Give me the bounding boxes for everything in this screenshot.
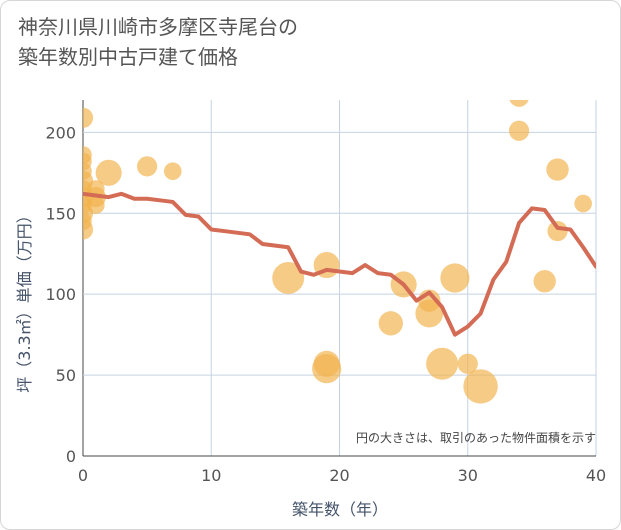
bubble-point <box>574 194 592 213</box>
bubble-point <box>457 353 478 374</box>
bubble-point <box>547 220 568 242</box>
x-tick-label: 10 <box>201 466 221 485</box>
bubble-point <box>426 347 459 380</box>
bubble-point <box>509 100 529 107</box>
bubble-point <box>87 196 105 214</box>
bubble-point <box>163 162 182 180</box>
average-line-series <box>83 191 596 337</box>
chart-title-line-2: 築年数別中古戸建て価格 <box>18 45 238 69</box>
x-tick-label: 20 <box>329 466 349 485</box>
x-axis-title: 築年数（年） <box>292 500 388 519</box>
chart-title-line-1: 神奈川県川崎市多摩区寺尾台の <box>18 15 298 39</box>
grid <box>82 100 597 457</box>
bubble-point <box>533 270 556 293</box>
tick-labels: 0 10 20 30 40 0 50 100 150 200 <box>45 123 606 485</box>
average-price-line <box>83 191 596 337</box>
bubble-series <box>83 81 592 404</box>
bubble-point <box>312 354 342 384</box>
y-tick-label: 50 <box>56 366 76 385</box>
bubble-point <box>83 219 94 240</box>
bubble-point <box>536 81 554 99</box>
bubble-point <box>440 263 470 293</box>
bubble-size-note: 円の大きさは、取引のあった物件面積を示す <box>356 430 596 445</box>
bubble-point <box>95 159 122 186</box>
bubble-point <box>272 262 305 294</box>
bubble-point <box>463 369 498 404</box>
y-tick-label: 200 <box>45 123 76 142</box>
bubble-point <box>137 156 158 177</box>
y-tick-label: 100 <box>45 285 76 304</box>
bubble-point <box>83 107 94 128</box>
bubble-point <box>546 158 569 181</box>
chart-title: 神奈川県川崎市多摩区寺尾台の 築年数別中古戸建て価格 <box>18 12 298 72</box>
x-tick-label: 30 <box>458 466 478 485</box>
bubble-point <box>508 120 530 141</box>
x-tick-label: 0 <box>78 466 88 485</box>
y-tick-label: 0 <box>66 447 76 466</box>
x-tick-label: 40 <box>586 466 606 485</box>
y-axis-title: 坪（3.3㎡）単価（万円） <box>15 207 34 392</box>
y-tick-label: 150 <box>45 204 76 223</box>
bubble-point <box>378 311 403 336</box>
